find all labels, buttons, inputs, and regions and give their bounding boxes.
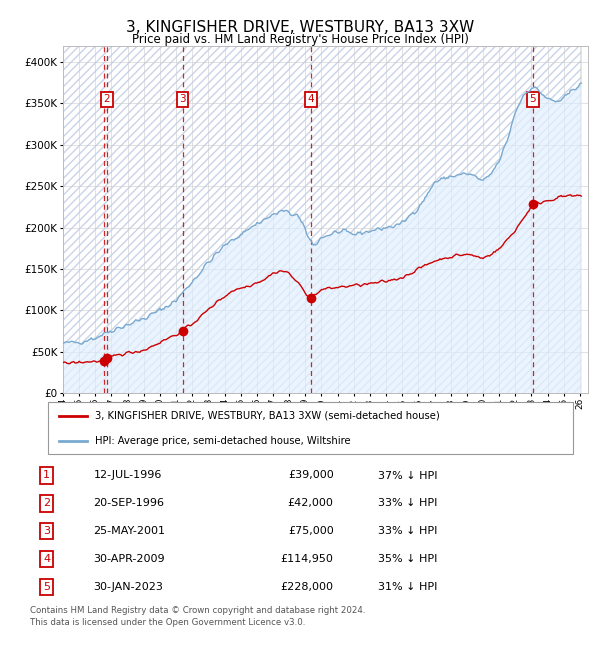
Text: 3: 3	[43, 526, 50, 536]
Text: Contains HM Land Registry data © Crown copyright and database right 2024.
This d: Contains HM Land Registry data © Crown c…	[30, 606, 365, 627]
Text: 20-SEP-1996: 20-SEP-1996	[94, 499, 164, 508]
Text: 4: 4	[43, 554, 50, 564]
Text: 2: 2	[104, 94, 110, 105]
Text: 37% ↓ HPI: 37% ↓ HPI	[378, 471, 437, 480]
Text: £114,950: £114,950	[281, 554, 334, 564]
Text: £228,000: £228,000	[281, 582, 334, 592]
Text: 31% ↓ HPI: 31% ↓ HPI	[378, 582, 437, 592]
Text: 33% ↓ HPI: 33% ↓ HPI	[378, 526, 437, 536]
Text: 35% ↓ HPI: 35% ↓ HPI	[378, 554, 437, 564]
Text: 25-MAY-2001: 25-MAY-2001	[94, 526, 166, 536]
Text: 5: 5	[43, 582, 50, 592]
Text: 5: 5	[529, 94, 536, 105]
Text: 4: 4	[307, 94, 314, 105]
Text: Price paid vs. HM Land Registry's House Price Index (HPI): Price paid vs. HM Land Registry's House …	[131, 32, 469, 46]
Text: HPI: Average price, semi-detached house, Wiltshire: HPI: Average price, semi-detached house,…	[95, 436, 351, 446]
Text: 12-JUL-1996: 12-JUL-1996	[94, 471, 162, 480]
Text: £75,000: £75,000	[288, 526, 334, 536]
Text: 2: 2	[43, 499, 50, 508]
FancyBboxPatch shape	[48, 402, 573, 454]
Text: 3: 3	[179, 94, 186, 105]
Text: £42,000: £42,000	[288, 499, 334, 508]
Text: 1: 1	[43, 471, 50, 480]
Text: 33% ↓ HPI: 33% ↓ HPI	[378, 499, 437, 508]
Text: 30-APR-2009: 30-APR-2009	[94, 554, 165, 564]
Text: 3, KINGFISHER DRIVE, WESTBURY, BA13 3XW: 3, KINGFISHER DRIVE, WESTBURY, BA13 3XW	[126, 20, 474, 34]
Text: 30-JAN-2023: 30-JAN-2023	[94, 582, 163, 592]
Text: 3, KINGFISHER DRIVE, WESTBURY, BA13 3XW (semi-detached house): 3, KINGFISHER DRIVE, WESTBURY, BA13 3XW …	[95, 411, 440, 421]
Text: £39,000: £39,000	[288, 471, 334, 480]
